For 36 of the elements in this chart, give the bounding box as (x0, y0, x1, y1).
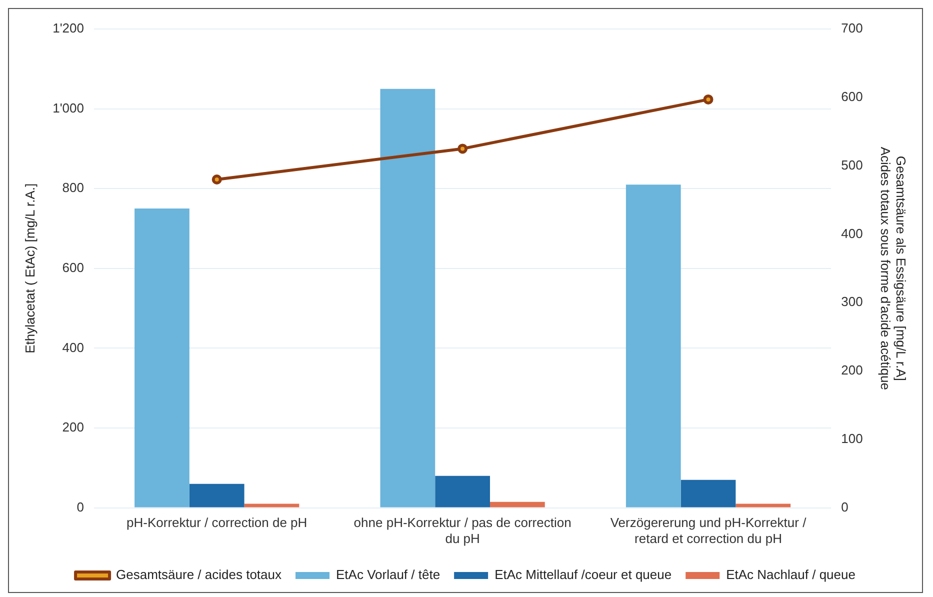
y-tick-label: 800 (62, 180, 84, 196)
y-tick-label: 200 (62, 420, 84, 435)
bar (244, 504, 300, 508)
bar (626, 184, 681, 508)
legend-label: EtAc Mittellauf /coeur et queue (494, 567, 672, 582)
bar (380, 88, 436, 508)
legend-label: Gesamtsäure / acides totaux (116, 567, 282, 582)
point (458, 144, 468, 154)
legend-label: EtAc Vorlauf / tête (336, 567, 440, 582)
bar (435, 476, 490, 508)
y-tick-label: 600 (62, 260, 84, 275)
bar (134, 208, 190, 508)
y-tick-label: 1'000 (52, 100, 84, 116)
y2-tick-label: 100 (841, 430, 863, 446)
y2-axis-title: Gesamtsäure als Essigsäure [mg/L r.A] Acides totaux sous forme d'acide acétique (878, 146, 909, 390)
y-tick-label: 400 (62, 340, 84, 355)
y2-tick-label: 200 (841, 362, 863, 378)
y2-tick-label: 0 (841, 499, 848, 514)
bar (490, 502, 545, 508)
y2-tick-label: 600 (841, 88, 863, 104)
x-tick-label: Verzögererung und pH-Korrektur / retard et correction du pH (610, 515, 807, 546)
bar (680, 480, 736, 508)
y-tick-label: 0 (76, 499, 84, 514)
point (703, 94, 714, 104)
y2-tick-label: 500 (841, 157, 863, 172)
y2-tick-label: 400 (841, 226, 863, 241)
x-tick-label: ohne pH-Korrektur / pas de correction du pH (354, 515, 572, 546)
y2-tick-label: 700 (841, 20, 863, 36)
y-axis-title: Ethylacetat ( EtAc) [mg/L r.A.] (22, 183, 38, 354)
y2-tick-label: 300 (841, 294, 863, 310)
legend-label: EtAc Nachlauf / queue (726, 567, 856, 582)
x-tick-label: pH-Korrektur / correction de pH (126, 515, 308, 530)
bar (736, 504, 791, 508)
bar (189, 484, 244, 508)
point (212, 174, 222, 184)
y-tick-label: 1'200 (52, 20, 84, 36)
